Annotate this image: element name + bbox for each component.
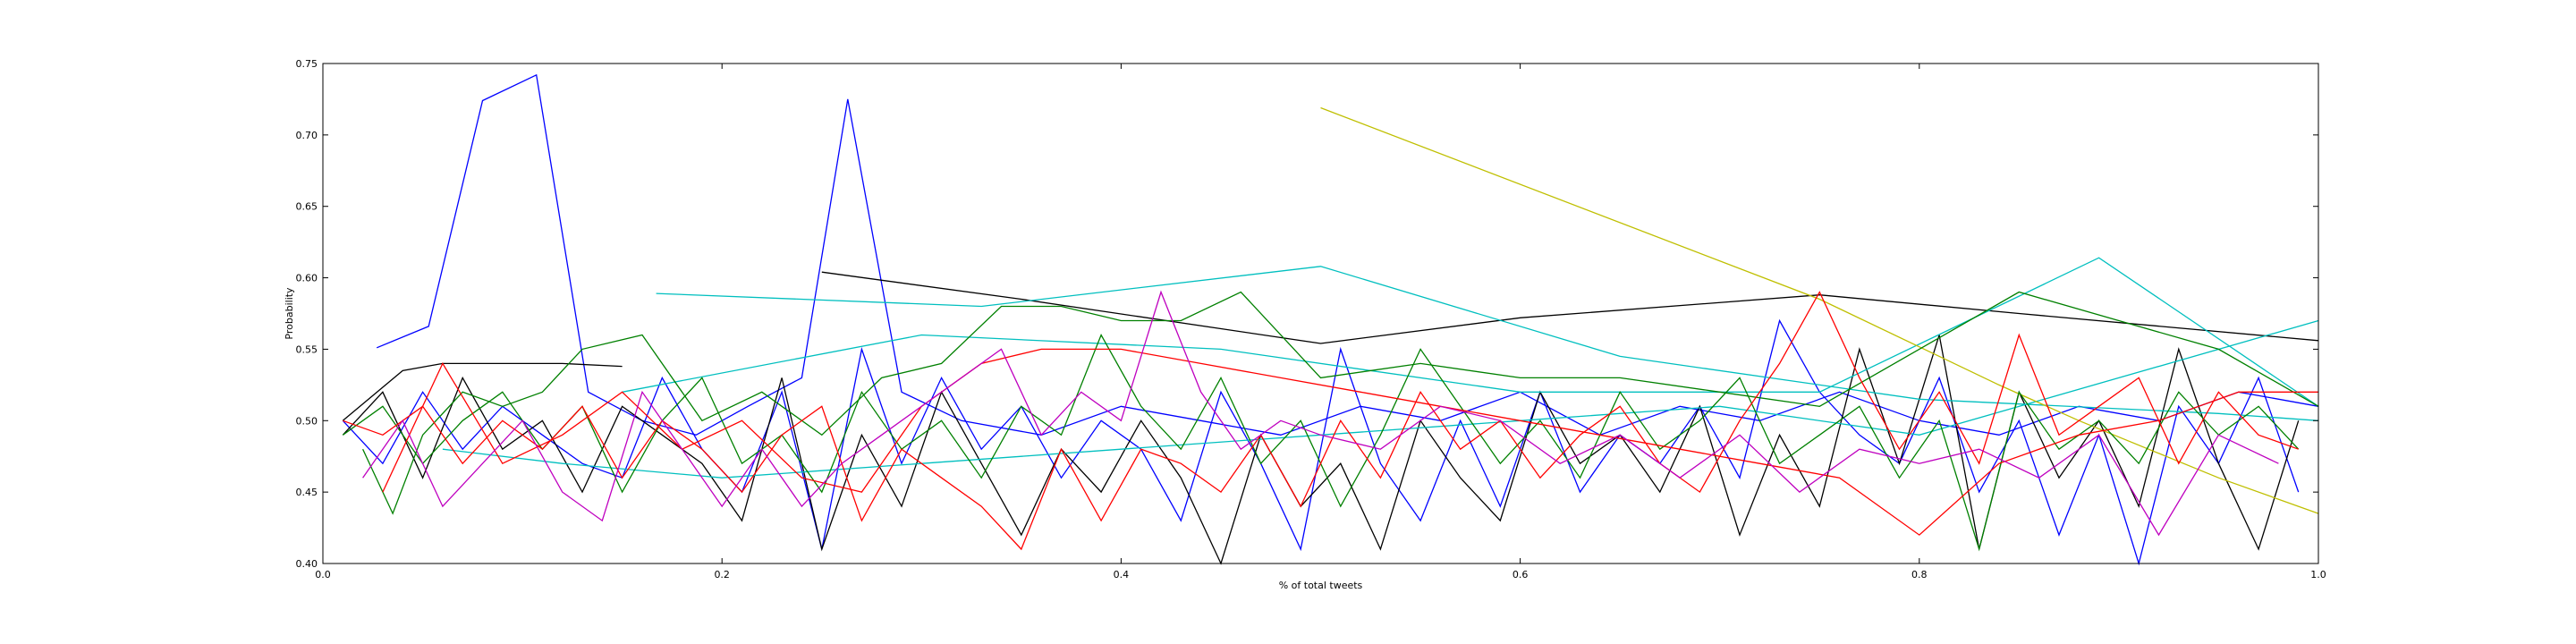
series-line-10 [362,291,2319,515]
x-tick-label: 1.0 [2310,569,2326,580]
y-tick-label: 0.50 [296,415,318,427]
series-line-5 [342,362,623,421]
plot-frame [322,63,2319,564]
x-axis-label: % of total tweets [1279,580,1363,591]
y-tick-label: 0.40 [296,558,318,570]
x-tick-label: 0.4 [1114,569,1130,580]
ticks-layer: 0.0 0.2 0.4 0.6 0.8 1.0 0.40 0.45 0.50 0.55 0.60 0.… [296,58,2326,580]
x-tick-label: 0.0 [315,569,331,580]
series-line-8 [442,319,2319,479]
series-line-9 [1320,106,2319,514]
y-tick-label: 0.55 [296,343,318,355]
series-line-13 [343,291,2299,551]
series-layer [342,73,2319,566]
series-line-2 [342,318,2300,566]
y-tick-label: 0.75 [296,58,318,70]
x-tick-label: 0.8 [1911,569,1928,580]
series-line-7 [622,257,2319,407]
x-tick-label: 0.2 [714,569,730,580]
series-line-4 [342,335,2300,565]
series-line-14 [362,290,2279,537]
y-tick-label: 0.45 [296,487,318,498]
series-line-12 [382,348,2318,536]
series-line-6 [656,266,2319,421]
y-tick-label: 0.70 [296,130,318,141]
y-tick-label: 0.65 [296,201,318,213]
series-line-1 [376,73,2319,436]
series-line-3 [821,271,2319,344]
y-tick-label: 0.60 [296,273,318,284]
y-axis-label: Probability [284,287,295,340]
x-tick-label: 0.6 [1513,569,1529,580]
